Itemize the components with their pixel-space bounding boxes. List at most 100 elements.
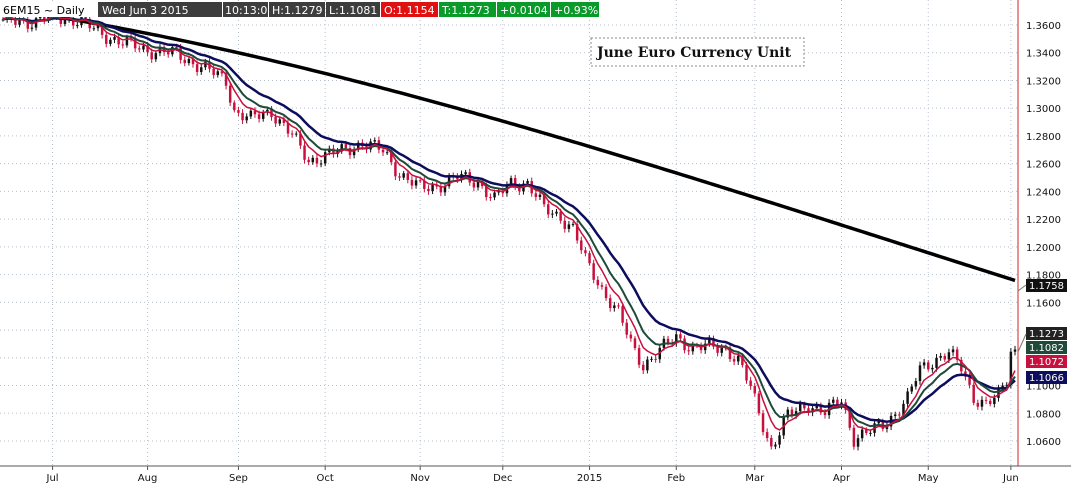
price-bar-body <box>518 186 521 192</box>
price-bar-body <box>71 17 75 26</box>
price-bar-body <box>1009 351 1013 385</box>
price-bar-body <box>439 186 443 193</box>
price-bar-body <box>728 347 732 360</box>
moving-averages <box>2 6 1016 431</box>
price-bar-body <box>30 27 34 29</box>
price-bar-body <box>918 365 922 382</box>
price-bar-body <box>765 432 769 438</box>
sma200-line <box>2 6 1016 283</box>
price-bar-body <box>968 376 971 385</box>
header-symbol: 6EM15 ~ Daily <box>3 4 85 17</box>
price-bar-body <box>513 178 517 187</box>
price-bar-body <box>650 358 653 360</box>
price-bar-body <box>166 52 170 55</box>
price-bar-body <box>224 73 228 86</box>
price-bar-body <box>464 172 467 174</box>
price-bar-body <box>955 349 959 360</box>
price-bar-body <box>745 365 748 381</box>
price-bar-body <box>774 444 777 447</box>
price-bar-body <box>951 349 955 353</box>
price-bar-body <box>427 188 430 192</box>
ma-slow-line <box>2 16 1016 423</box>
price-tick-label: 1.0800 <box>1026 409 1061 420</box>
price-bar-body <box>373 140 376 142</box>
price-bar-body <box>394 162 397 177</box>
price-bar-body <box>352 149 356 156</box>
price-bar-body <box>390 152 393 163</box>
price-bar-body <box>200 67 203 72</box>
price-bar-body <box>654 358 657 360</box>
price-bar-body <box>142 45 145 50</box>
ma-mid-value-label: 1.1082 <box>1029 343 1064 354</box>
time-tick-label: Dec <box>493 473 512 484</box>
price-bar-body <box>150 52 153 60</box>
price-bar-body <box>1013 349 1017 352</box>
price-bar-body <box>485 186 488 198</box>
price-bar-body <box>621 306 624 323</box>
price-bar-body <box>559 211 562 221</box>
price-bar-body <box>121 44 125 46</box>
price-bar-body <box>666 338 670 343</box>
price-bar-body <box>642 364 645 371</box>
chart-title-box: June Euro Currency Unit <box>590 37 805 67</box>
price-bar-body <box>216 71 220 76</box>
price-bar-body <box>278 119 281 124</box>
price-bar-body <box>489 197 492 199</box>
price-bar-body <box>737 355 740 362</box>
price-bar-body <box>38 16 42 19</box>
price-bar-body <box>105 34 108 44</box>
price-tick-label: 1.2800 <box>1026 132 1061 143</box>
price-bar-body <box>856 438 860 447</box>
price-bar-body <box>274 117 277 124</box>
price-bar-body <box>472 182 476 188</box>
time-tick-label: Feb <box>667 473 685 484</box>
price-bar-body <box>423 180 426 189</box>
last-tag-connector <box>1017 333 1027 353</box>
price-bar-body <box>927 362 930 370</box>
price-bar-body <box>832 399 835 403</box>
sma200-tag-connector <box>1017 284 1027 292</box>
price-bar-body <box>245 116 248 121</box>
last-price-label: 1.1273 <box>1029 329 1064 340</box>
price-bar-body <box>716 346 719 353</box>
time-tick-label: Apr <box>833 473 851 484</box>
price-bar-body <box>443 186 447 193</box>
price-bar-body <box>836 399 839 406</box>
price-bar-body <box>588 253 591 264</box>
grid-lines <box>0 0 1018 466</box>
price-bar-body <box>191 58 195 65</box>
price-bar-body <box>406 173 410 180</box>
price-bar-body <box>356 142 360 150</box>
price-bar-body <box>625 322 628 335</box>
price-bar-body <box>179 47 182 60</box>
price-bar-body <box>877 421 880 424</box>
price-bar-body <box>59 16 63 24</box>
price-bar-body <box>860 429 864 439</box>
price-bar-body <box>898 414 901 416</box>
price-tick-label: 1.2400 <box>1026 187 1061 198</box>
price-bar-body <box>381 149 385 153</box>
price-bar-body <box>410 179 414 186</box>
price-bar-body <box>794 411 798 416</box>
price-bar-body <box>319 163 323 165</box>
price-bar-body <box>584 250 587 254</box>
price-tick-label: 1.2200 <box>1026 215 1061 226</box>
price-bar-body <box>204 61 207 68</box>
price-bar-body <box>249 110 253 117</box>
ma-fast-line <box>2 14 1016 431</box>
price-bar-body <box>241 112 244 121</box>
price-bar-body <box>778 435 781 445</box>
price-tick-label: 1.3400 <box>1026 49 1061 60</box>
price-bar-body <box>608 298 612 309</box>
price-bar-body <box>187 58 191 64</box>
price-bar-body <box>852 427 856 447</box>
price-bar-body <box>708 338 711 344</box>
price-bar-body <box>563 220 567 229</box>
price-bar-body <box>988 400 992 404</box>
price-tick-label: 1.3000 <box>1026 104 1061 115</box>
ma-mid-value-tag <box>1026 341 1067 354</box>
price-bar-body <box>299 133 302 146</box>
time-tick-label: Oct <box>317 473 334 484</box>
